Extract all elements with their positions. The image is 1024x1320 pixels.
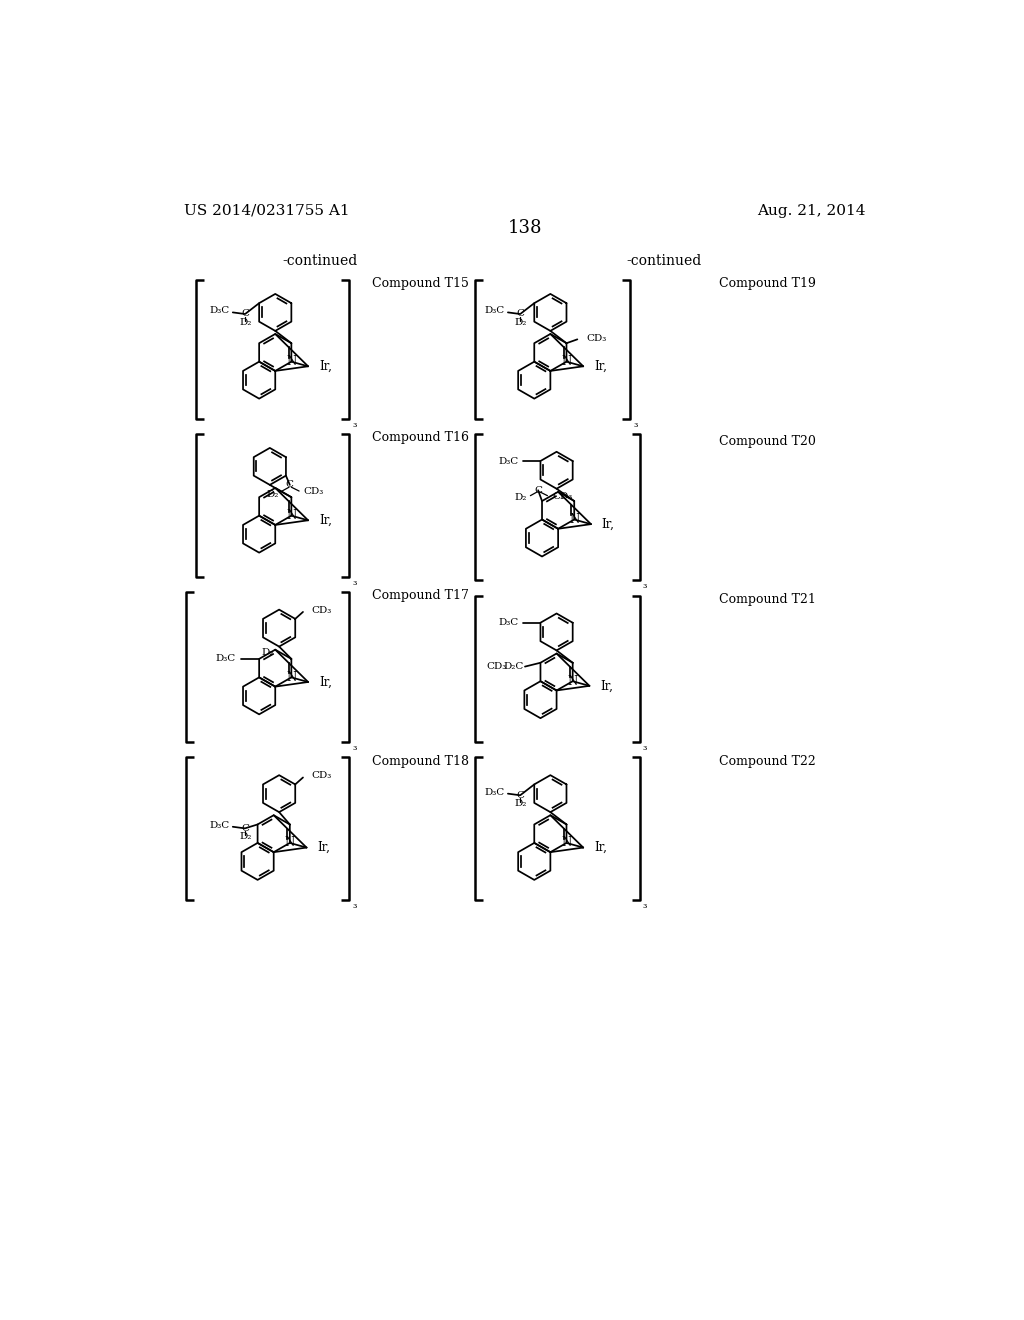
Text: -continued: -continued [283, 253, 357, 268]
Text: Ir,: Ir, [318, 676, 332, 689]
Text: ₃: ₃ [643, 581, 647, 590]
Text: D₂C: D₂C [503, 663, 523, 671]
Text: ₃: ₃ [352, 900, 356, 909]
Text: Compound T21: Compound T21 [719, 593, 815, 606]
Text: -continued: -continued [627, 253, 701, 268]
Text: C: C [516, 791, 524, 800]
Text: N: N [561, 355, 571, 368]
Text: CD₃: CD₃ [311, 771, 332, 780]
Text: Compound T17: Compound T17 [372, 589, 469, 602]
Text: Ir,: Ir, [317, 841, 331, 854]
Text: D₃C: D₃C [484, 788, 505, 796]
Text: Compound T18: Compound T18 [372, 755, 469, 768]
Text: D₃C: D₃C [499, 618, 519, 627]
Text: D₂: D₂ [261, 648, 273, 657]
Text: D₂: D₂ [239, 318, 251, 327]
Text: CD₃: CD₃ [552, 492, 572, 500]
Text: N: N [569, 513, 580, 527]
Text: ₃: ₃ [352, 577, 356, 586]
Text: ₃: ₃ [352, 418, 356, 429]
Text: N: N [287, 355, 297, 368]
Text: ₃: ₃ [643, 742, 647, 752]
Text: Ir,: Ir, [594, 841, 607, 854]
Text: D₂: D₂ [514, 799, 526, 808]
Text: Ir,: Ir, [600, 680, 613, 693]
Text: D₂: D₂ [266, 490, 279, 499]
Text: D₂: D₂ [514, 318, 526, 327]
Text: D₃C: D₃C [210, 821, 229, 830]
Text: Ir,: Ir, [594, 360, 607, 372]
Text: Compound T16: Compound T16 [372, 432, 469, 445]
Text: Compound T15: Compound T15 [372, 277, 469, 290]
Text: C: C [242, 309, 249, 318]
Text: ₃: ₃ [633, 418, 638, 429]
Text: Ir,: Ir, [318, 513, 332, 527]
Text: D₂: D₂ [239, 833, 251, 841]
Text: D₃C: D₃C [210, 306, 229, 315]
Text: Aug. 21, 2014: Aug. 21, 2014 [758, 203, 866, 218]
Text: CD₃: CD₃ [587, 334, 607, 343]
Text: D₃C: D₃C [484, 306, 505, 315]
Text: C: C [535, 486, 542, 495]
Text: D₂: D₂ [515, 494, 527, 503]
Text: CD₃: CD₃ [486, 663, 506, 671]
Text: Compound T22: Compound T22 [719, 755, 815, 768]
Text: CD₃: CD₃ [311, 606, 332, 615]
Text: N: N [285, 837, 295, 850]
Text: Compound T20: Compound T20 [719, 436, 815, 449]
Text: N: N [567, 675, 578, 688]
Text: N: N [287, 671, 297, 684]
Text: Ir,: Ir, [602, 517, 614, 531]
Text: D₃C: D₃C [499, 457, 519, 466]
Text: Compound T19: Compound T19 [719, 277, 815, 290]
Text: D₃C: D₃C [216, 655, 236, 664]
Text: N: N [561, 837, 571, 850]
Text: CD₃: CD₃ [304, 487, 324, 496]
Text: C: C [242, 824, 249, 833]
Text: C: C [286, 480, 294, 490]
Text: Ir,: Ir, [318, 360, 332, 372]
Text: C: C [516, 309, 524, 318]
Text: 138: 138 [508, 219, 542, 236]
Text: N: N [287, 510, 297, 523]
Text: ₃: ₃ [352, 742, 356, 752]
Text: ₃: ₃ [643, 900, 647, 909]
Text: US 2014/0231755 A1: US 2014/0231755 A1 [183, 203, 349, 218]
